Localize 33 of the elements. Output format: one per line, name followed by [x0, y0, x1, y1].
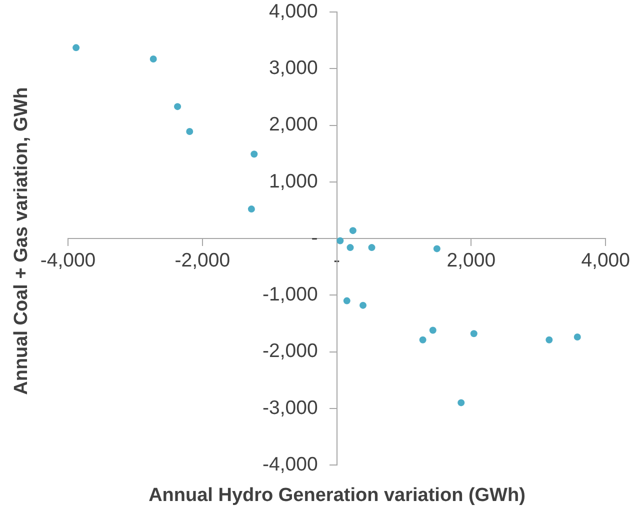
- x-tick-label: -2,000: [174, 250, 230, 272]
- y-tick-label: 1,000: [268, 170, 318, 192]
- point: [574, 334, 581, 341]
- point: [429, 326, 436, 334]
- point: [336, 237, 344, 244]
- point: [186, 128, 194, 135]
- point: [368, 244, 376, 252]
- point: [349, 227, 356, 234]
- point: [248, 206, 255, 213]
- y-tick-label: -2,000: [262, 340, 318, 362]
- x-axis-title: Annual Hydro Generation variation (GWh): [148, 485, 526, 507]
- y-tick-label: 4,000: [268, 0, 318, 22]
- y-tick-label: -4,000: [262, 453, 318, 476]
- x-tick-label: 4,000: [581, 250, 630, 272]
- y-axis-title: Annual Coal + Gas variation, GWh: [11, 87, 33, 395]
- point: [546, 336, 553, 344]
- point: [346, 244, 354, 252]
- x-tick-label: 2,000: [446, 250, 496, 272]
- y-tick-label: 3,000: [268, 57, 318, 79]
- point: [343, 297, 350, 304]
- point: [250, 150, 258, 158]
- x-tick-label: -4,000: [40, 250, 96, 272]
- y-tick-label: -3,000: [262, 396, 318, 419]
- point: [458, 399, 465, 406]
- point: [360, 302, 367, 309]
- y-tick-label: 2,000: [268, 114, 318, 136]
- point: [470, 330, 478, 338]
- point: [174, 103, 182, 110]
- point: [72, 44, 80, 52]
- point: [433, 245, 440, 252]
- y-tick-label: -1,000: [262, 284, 318, 306]
- point: [150, 56, 157, 62]
- point: [419, 336, 426, 344]
